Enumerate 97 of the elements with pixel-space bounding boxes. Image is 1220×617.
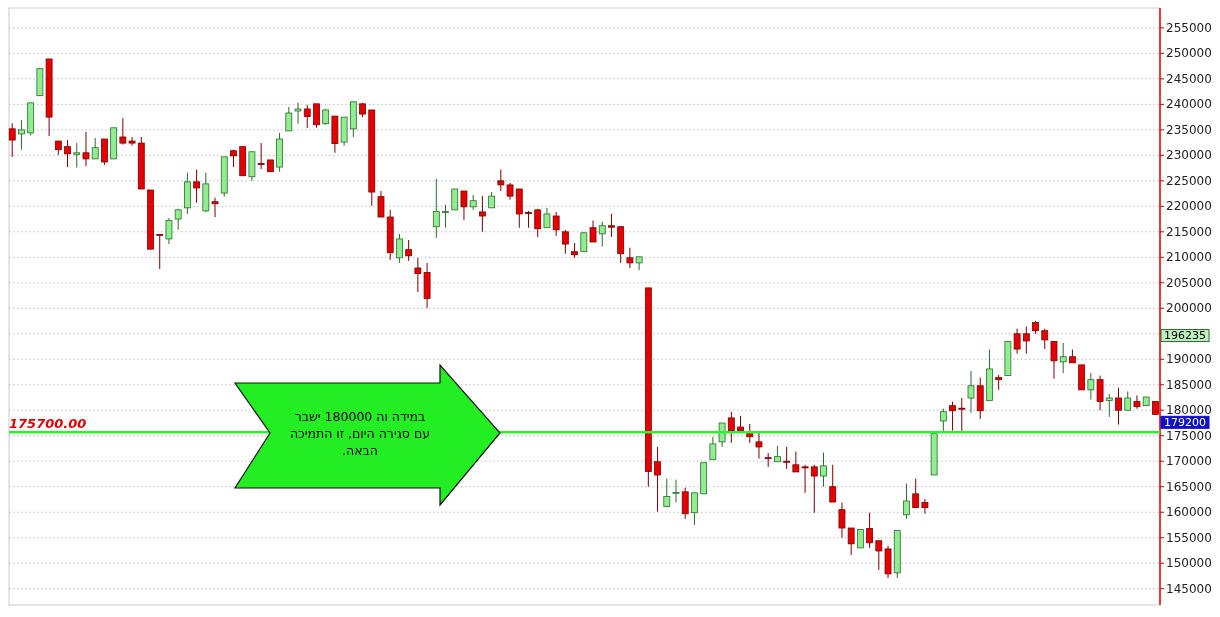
y-tick-label: 250000 [1166, 46, 1212, 61]
candlestick [727, 411, 735, 444]
y-tick-label: 145000 [1166, 581, 1212, 596]
candlestick [432, 178, 440, 239]
candlestick [921, 498, 929, 515]
candlestick [654, 446, 661, 513]
candlestick [755, 431, 763, 460]
candlestick [608, 213, 615, 238]
y-tick-label: 215000 [1166, 224, 1212, 239]
y-tick-label: 245000 [1166, 71, 1212, 86]
candlestick [1013, 328, 1021, 355]
y-tick-label: 255000 [1166, 20, 1212, 35]
candlestick [958, 397, 966, 434]
candlestick [939, 408, 947, 434]
candlestick [681, 487, 689, 520]
candlestick [598, 221, 606, 248]
annotation: במידה וה 180000 ישבר עם סגירה היום, זו התמיכה הבאה. [289, 408, 431, 458]
candlestick [303, 104, 311, 129]
candlestick [101, 138, 108, 166]
candlestick [405, 239, 413, 262]
candlestick [165, 217, 173, 245]
candlestick [912, 478, 920, 509]
candlestick [73, 142, 81, 169]
candlestick [442, 204, 449, 229]
candlestick [1022, 326, 1030, 355]
y-tick-label: 235000 [1166, 122, 1212, 137]
candlestick [589, 220, 597, 243]
candlestick [709, 436, 717, 461]
candlestick [1087, 372, 1095, 401]
candlestick [1124, 390, 1132, 411]
y-tick-label: 160000 [1166, 505, 1212, 520]
candlestick [1041, 328, 1049, 350]
y-tick-label: 210000 [1166, 250, 1212, 265]
candlestick [543, 207, 551, 229]
candlestick [91, 137, 99, 160]
candlestick [561, 229, 569, 255]
candlestick [626, 247, 634, 269]
y-tick-label: 150000 [1166, 556, 1212, 571]
candlestick [691, 492, 698, 526]
candlestick [479, 195, 486, 233]
y-tick-label: 185000 [1166, 377, 1212, 392]
candlestick [663, 478, 671, 508]
candlestick [635, 256, 643, 271]
candlestick [829, 464, 837, 503]
candlestick [156, 233, 164, 270]
candlestick [294, 102, 302, 125]
candlestick [285, 106, 293, 132]
y-tick-label: 205000 [1166, 275, 1212, 290]
candlestick [875, 540, 883, 571]
candlestick [193, 169, 200, 204]
y-tick-label: 180000 [1166, 403, 1212, 418]
y-tick-label: 230000 [1166, 148, 1212, 163]
price-tag: 179200 [1160, 415, 1210, 429]
y-tick-label: 200000 [1166, 301, 1212, 316]
candlestick [1096, 375, 1104, 411]
candlestick [792, 451, 800, 473]
candlestick [313, 103, 320, 129]
candlestick [866, 512, 873, 549]
y-tick-label: 220000 [1166, 199, 1212, 214]
candlestick [8, 122, 16, 158]
candlestick [534, 208, 542, 238]
candlestick [903, 483, 910, 520]
candlestick [949, 401, 956, 432]
y-tick-label: 155000 [1166, 530, 1212, 545]
y-tick-label: 190000 [1166, 352, 1212, 367]
candlestick [672, 479, 680, 504]
candlestick [18, 119, 25, 151]
candlestick [967, 370, 975, 414]
candlestick [1059, 342, 1067, 374]
candlestick [552, 211, 560, 237]
y-tick-label: 170000 [1166, 454, 1212, 469]
candlestick [64, 139, 71, 168]
candlestick [497, 169, 505, 192]
candlestick [1105, 393, 1113, 418]
candlestick [1133, 394, 1141, 410]
y-tick-label: 165000 [1166, 479, 1212, 494]
y-tick-label: 175000 [1166, 428, 1212, 443]
candlestick [451, 188, 459, 211]
candlestick [211, 197, 219, 218]
candlestick [460, 190, 468, 221]
candlestick [810, 464, 818, 514]
candlestick [847, 527, 855, 556]
price-tag: 196235 [1160, 329, 1210, 342]
candlestick [377, 190, 385, 218]
candlestick [856, 529, 864, 549]
candlestick [820, 452, 827, 488]
ref-line-label: 175700.00 [9, 416, 87, 432]
y-tick-label: 225000 [1166, 173, 1212, 188]
candlestick [1050, 340, 1058, 380]
y-tick-label: 240000 [1166, 97, 1212, 112]
candlestick [783, 446, 791, 470]
candlestick [396, 233, 403, 264]
candlestick [82, 131, 90, 167]
candlestick [838, 502, 846, 539]
candlestick [257, 142, 265, 170]
candlestick [1115, 387, 1122, 426]
candlestick [801, 464, 809, 494]
